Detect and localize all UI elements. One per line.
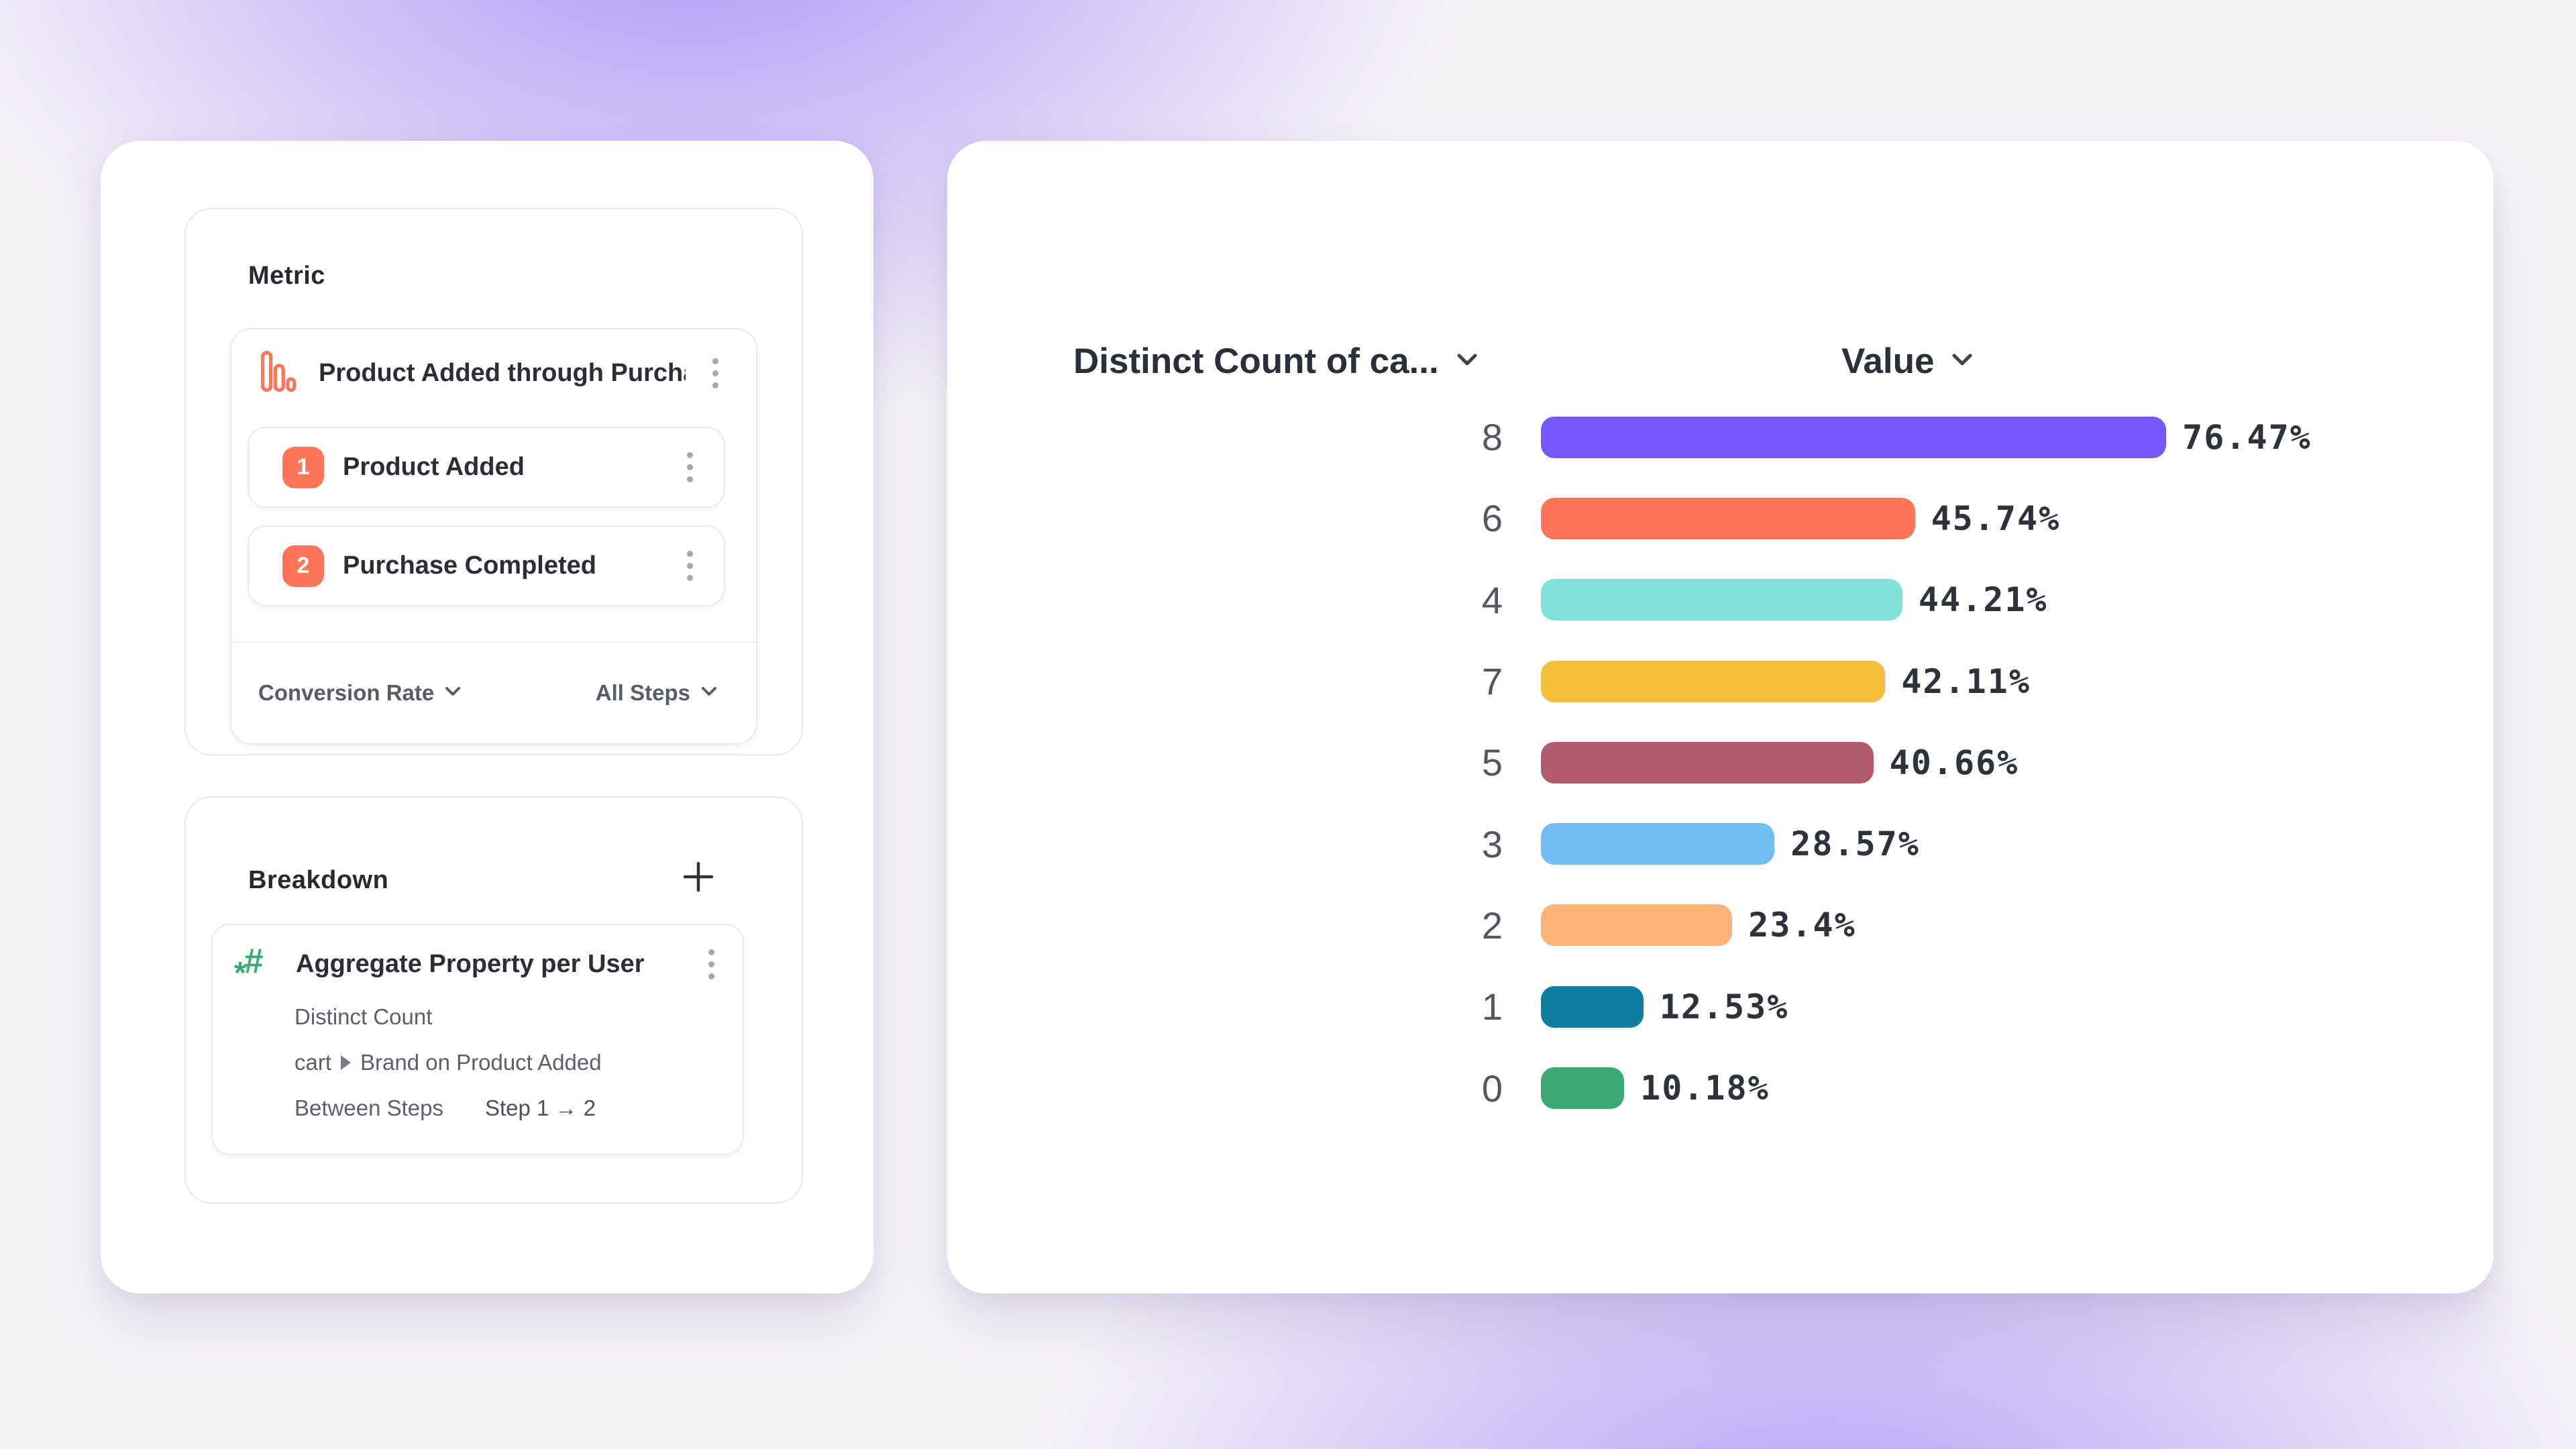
bar-value-label: 12.53% xyxy=(1659,987,1789,1026)
chevron-down-icon xyxy=(1951,353,1973,370)
bar[interactable] xyxy=(1541,416,2167,458)
kebab-menu-icon[interactable] xyxy=(708,354,722,392)
metric-section: Metric Product Added through Purcha... 1… xyxy=(184,208,803,755)
chart-row: 0 10.18% xyxy=(947,1047,2493,1128)
chart-row: 3 28.57% xyxy=(947,803,2493,884)
chart-row: 4 44.21% xyxy=(947,559,2493,641)
row-category-label: 6 xyxy=(1481,497,1503,540)
between-steps-row: Between Steps Step 1 → 2 xyxy=(294,1094,718,1122)
step-label: Purchase Completed xyxy=(343,551,596,580)
bar[interactable] xyxy=(1541,904,1733,947)
breakdown-section-title: Breakdown xyxy=(248,866,389,894)
property-path: cart Brand on Product Added xyxy=(294,1050,602,1075)
row-category-label: 7 xyxy=(1481,660,1503,703)
kebab-menu-icon[interactable] xyxy=(704,945,718,983)
bar[interactable] xyxy=(1541,823,1775,865)
breakdown-property-title-row[interactable]: # * Aggregate Property per User xyxy=(234,942,718,990)
report-chart-panel: Distinct Count of ca... Value 8 76.47% 6 45… xyxy=(947,141,2493,1293)
step-number-badge: 2 xyxy=(282,545,324,587)
bar-value-label: 76.47% xyxy=(2182,417,2312,457)
bar[interactable] xyxy=(1541,1067,1625,1110)
bar[interactable] xyxy=(1541,579,1902,621)
breakdown-property-card[interactable]: # * Aggregate Property per User Distinct … xyxy=(211,924,744,1155)
breakdown-property-name: Aggregate Property per User xyxy=(296,949,645,978)
query-builder-panel: Metric Product Added through Purcha... 1… xyxy=(101,141,873,1293)
row-category-label: 8 xyxy=(1481,416,1503,459)
triangle-right-icon xyxy=(341,1055,352,1070)
value-column-header-dropdown[interactable]: Value xyxy=(1841,341,1973,381)
bar[interactable] xyxy=(1541,497,1915,539)
funnel-bars-icon xyxy=(260,350,297,396)
bar-value-label: 42.11% xyxy=(1901,661,2031,701)
row-category-label: 4 xyxy=(1481,578,1503,621)
kebab-menu-icon[interactable] xyxy=(683,448,697,486)
between-steps-value: Step 1 → 2 xyxy=(484,1095,596,1120)
between-steps-label: Between Steps xyxy=(294,1095,443,1120)
bar[interactable] xyxy=(1541,660,1886,702)
bar-value-label: 23.4% xyxy=(1748,906,1856,945)
aggregate-property-icon: # * xyxy=(234,942,263,990)
conversion-rate-dropdown[interactable]: Conversion Rate xyxy=(258,680,461,706)
funnel-metric-name: Product Added through Purcha... xyxy=(319,358,686,387)
breakdown-section: Breakdown # * Aggregate Property per User… xyxy=(184,796,803,1203)
row-category-label: 0 xyxy=(1481,1067,1503,1110)
chart-row: 1 12.53% xyxy=(947,966,2493,1047)
bar-value-label: 45.74% xyxy=(1931,498,2061,538)
funnel-metric-card[interactable]: Product Added through Purcha... 1 Produc… xyxy=(230,328,757,745)
bar-value-label: 44.21% xyxy=(1918,580,2048,620)
metric-section-title: Metric xyxy=(248,262,325,290)
row-category-label: 3 xyxy=(1481,822,1503,865)
step-label: Product Added xyxy=(343,453,525,481)
funnel-step-1[interactable]: 1 Product Added xyxy=(248,427,725,508)
funnel-title-row[interactable]: Product Added through Purcha... xyxy=(231,329,756,417)
bar[interactable] xyxy=(1541,741,1874,784)
chart-row: 7 42.11% xyxy=(947,641,2493,722)
bar[interactable] xyxy=(1541,985,1644,1028)
chart-row: 6 45.74% xyxy=(947,478,2493,559)
breakdown-column-header-dropdown[interactable]: Distinct Count of ca... xyxy=(1073,341,1478,381)
row-category-label: 5 xyxy=(1481,741,1503,784)
kebab-menu-icon[interactable] xyxy=(683,547,697,585)
aggregation-type: Distinct Count xyxy=(294,1004,433,1029)
chart-row: 5 40.66% xyxy=(947,722,2493,803)
bar-value-label: 28.57% xyxy=(1790,824,1920,864)
chart-row: 8 76.47% xyxy=(947,396,2493,478)
chart-rows: 8 76.47% 6 45.74% 4 44.21% 7 42.11% 5 40.66% 3 28.5… xyxy=(947,396,2493,1129)
funnel-footer: Conversion Rate All Steps xyxy=(231,641,756,743)
bar-value-label: 40.66% xyxy=(1889,743,2019,782)
funnel-step-2[interactable]: 2 Purchase Completed xyxy=(248,525,725,606)
row-category-label: 1 xyxy=(1481,985,1503,1028)
row-category-label: 2 xyxy=(1481,904,1503,947)
add-breakdown-icon[interactable] xyxy=(681,859,716,894)
bar-value-label: 10.18% xyxy=(1640,1069,1770,1108)
step-number-badge: 1 xyxy=(282,446,324,488)
chevron-down-icon xyxy=(701,686,717,700)
chevron-down-icon xyxy=(1456,353,1478,370)
all-steps-dropdown[interactable]: All Steps xyxy=(596,680,717,706)
chart-row: 2 23.4% xyxy=(947,885,2493,966)
chevron-down-icon xyxy=(445,686,461,700)
